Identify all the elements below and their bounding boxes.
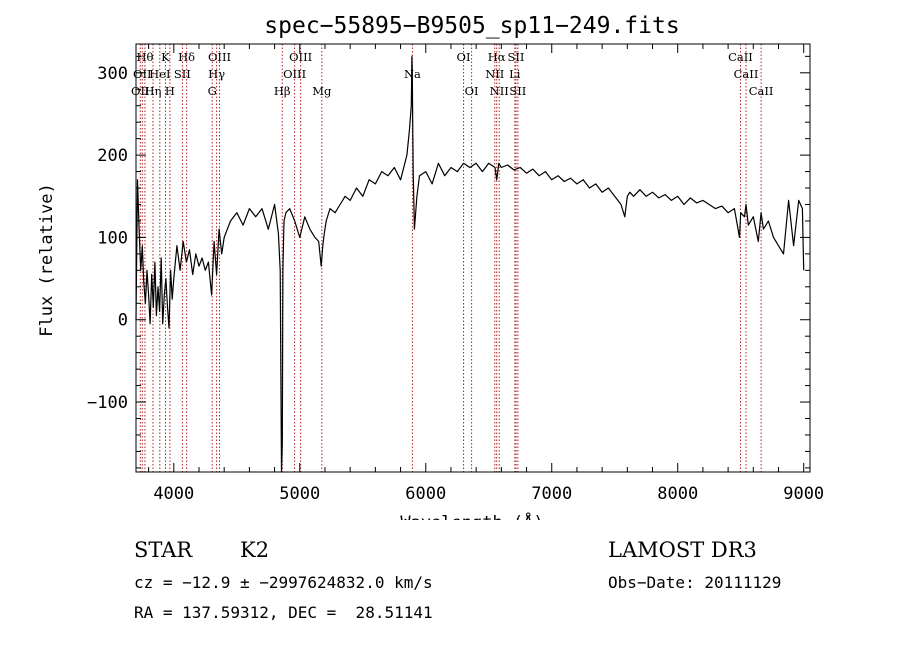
survey-label: LAMOST DR3 [608,538,757,562]
line-label-9: G [208,84,217,98]
line-label-14: OIII [289,50,312,64]
line-label-15: Mg [312,84,332,98]
line-label-13: OIII [283,67,306,81]
line-label-23: SII [507,50,524,64]
line-label-10: Hγ [208,67,225,81]
spectral-line-markers [139,44,762,472]
spectral-line-labels: OIIOIIHθHηHeIKHSIIHδGHγOIIIHβOIIIOIIIMgN… [131,50,773,98]
line-label-17: OI [457,50,471,64]
line-label-5: K [161,50,170,64]
line-label-12: Hβ [274,84,291,98]
line-label-4: HeI [149,67,170,81]
ra-dec: RA = 137.59312, DEC = 28.51141 [134,603,433,622]
y-axis-label: Flux (relative) [37,183,57,337]
line-label-19: NII [485,67,504,81]
spectrum-chart: spec−55895−B9505_sp11−249.fits Wavelengt… [37,13,824,520]
x-tick-label-0: 4000 [153,484,194,504]
line-label-26: CaII [734,67,759,81]
x-tick-label-2: 6000 [405,484,446,504]
line-label-20: Hα [488,50,506,64]
y-tick-label-2: 100 [97,228,128,248]
chart-title: spec−55895−B9505_sp11−249.fits [264,13,679,39]
series-0-line [135,55,805,473]
line-label-24: SII [509,84,526,98]
y-tick-label-3: 200 [97,146,128,166]
line-label-2: Hθ [136,50,153,64]
line-label-22: Li [509,67,521,81]
plot-frame [135,43,811,473]
x-tick-label-5: 9000 [783,484,824,504]
line-label-27: CaII [749,84,774,98]
line-label-1: OII [133,67,152,81]
y-tick-label-0: −100 [87,393,128,413]
line-label-11: OIII [208,50,231,64]
obs-date: Obs−Date: 20111129 [608,573,782,592]
redshift-cz: cz = −12.9 ± −2997624832.0 km/s [134,573,433,592]
object-subclass: K2 [240,538,270,562]
line-label-3: Hη [145,84,162,98]
x-tick-label-1: 5000 [279,484,320,504]
x-tick-label-3: 7000 [531,484,572,504]
series-layer [135,55,805,473]
line-label-18: OI [465,84,479,98]
y-tick-label-1: 0 [118,311,128,331]
line-label-7: SII [174,67,191,81]
y-tick-label-4: 300 [97,64,128,84]
line-label-8: Hδ [178,50,195,64]
object-class: STAR [134,538,193,562]
x-axis-label: Wavelength (Å) [400,511,543,520]
x-tick-label-4: 8000 [657,484,698,504]
line-label-21: NII [490,84,509,98]
axes: 4000 5000 6000 7000 8000 9000 −100 0 100 200 300 [87,43,824,504]
line-label-6: H [165,84,175,98]
line-label-25: CaII [728,50,753,64]
